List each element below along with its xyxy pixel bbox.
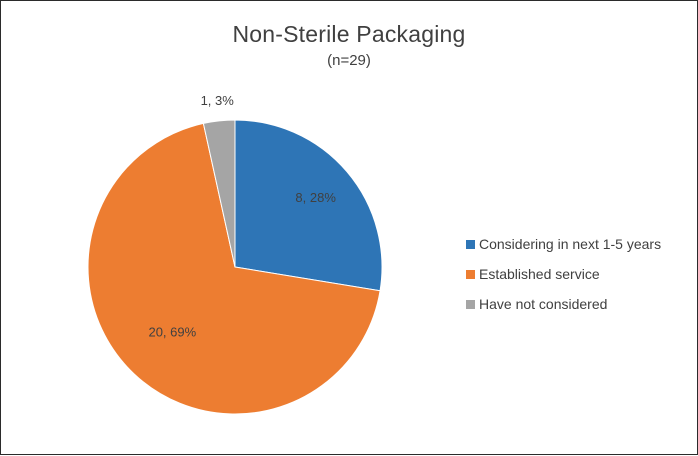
legend-item-considering: Considering in next 1-5 years xyxy=(466,229,661,259)
data-label-established: 20, 69% xyxy=(148,325,196,340)
pie-slice-established xyxy=(87,122,381,415)
chart-legend: Considering in next 1-5 years Establishe… xyxy=(466,229,661,319)
legend-swatch xyxy=(466,299,475,309)
data-label-not-considered: 1, 3% xyxy=(201,93,235,108)
chart-subtitle: (n=29) xyxy=(327,52,371,69)
legend-label: Established service xyxy=(479,266,600,282)
pie-slice-not-considered xyxy=(202,119,236,268)
legend-label: Have not considered xyxy=(479,296,608,312)
legend-item-established: Established service xyxy=(466,259,661,289)
pie-slices xyxy=(87,119,383,415)
pie-data-labels: 8, 28% 20, 69% 1, 3% xyxy=(148,93,336,340)
legend-swatch xyxy=(466,269,475,279)
legend-item-not-considered: Have not considered xyxy=(466,289,661,319)
legend-label: Considering in next 1-5 years xyxy=(479,236,662,252)
chart-title: Non-Sterile Packaging xyxy=(232,21,466,47)
pie-slice-considering xyxy=(234,119,383,292)
legend-swatch xyxy=(466,239,475,249)
data-label-considering: 8, 28% xyxy=(295,190,336,205)
